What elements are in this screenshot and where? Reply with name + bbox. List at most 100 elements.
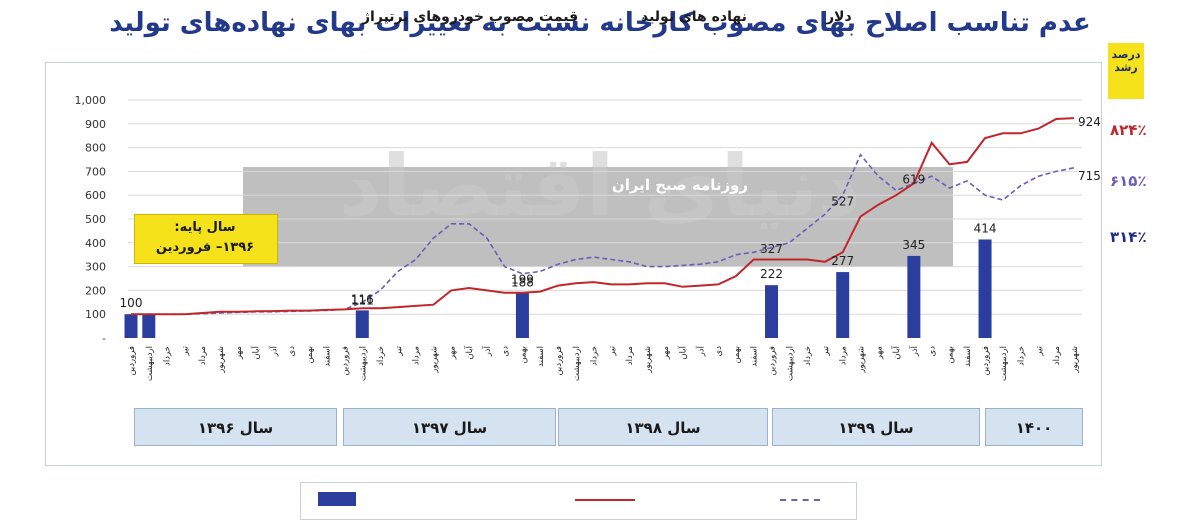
x-tick-label: اسفند xyxy=(536,346,546,367)
x-tick-label: مرداد xyxy=(198,346,208,365)
x-tick-label: دی xyxy=(714,346,724,357)
bar xyxy=(836,272,850,338)
watermark-band xyxy=(243,167,953,267)
x-tick-label: آذر xyxy=(694,345,706,357)
x-tick-label: فروردین xyxy=(554,346,564,376)
y-tick-label: 300 xyxy=(85,261,106,274)
y-tick-label: 600 xyxy=(85,189,106,202)
page-title: عدم تناسب اصلاح بهای مصوب کارخانه نسبت ب… xyxy=(109,8,1091,38)
x-tick-label: آبان xyxy=(463,345,475,359)
x-tick-label: اردیبهشت xyxy=(785,346,795,381)
percent-car-price: ۳۱۴٪ xyxy=(1110,228,1147,246)
data-label: 222 xyxy=(760,267,783,281)
x-tick-label: فروردین xyxy=(341,346,351,376)
x-tick-label: فروردین xyxy=(768,346,778,376)
y-tick-label: 100 xyxy=(85,308,106,321)
x-tick-label: اردیبهشت xyxy=(358,346,368,381)
data-label: 345 xyxy=(902,238,925,252)
y-tick-label: - xyxy=(102,332,106,345)
x-tick-label: بهمن xyxy=(732,346,742,364)
data-label: 188 xyxy=(511,275,534,289)
y-axis: - 100 200 300 400 500 600 700 800 900 1,000 xyxy=(75,94,107,345)
x-tick-label: بهمن xyxy=(518,346,528,364)
data-label: 527 xyxy=(831,195,854,209)
base-year-note: سال پایه: ۱۳۹۶– فروردین xyxy=(134,218,276,258)
x-tick-label: فروردین xyxy=(981,346,991,376)
legend-inputs-label: نهاده های تولید xyxy=(641,9,747,25)
x-tick-label: تیر xyxy=(180,345,190,356)
x-tick-label: آذر xyxy=(908,345,920,357)
year-1399: سال ۱۳۹۹ xyxy=(772,408,980,446)
x-tick-label: مرداد xyxy=(1052,346,1062,365)
bar xyxy=(355,310,369,338)
legend-price-swatch xyxy=(318,492,356,506)
x-tick-label: تیر xyxy=(394,345,404,356)
y-tick-label: 1,000 xyxy=(75,94,107,107)
data-label: 924 xyxy=(1078,115,1101,129)
y-tick-label: 400 xyxy=(85,237,106,250)
bar xyxy=(765,285,779,338)
x-tick-label: اردیبهشت xyxy=(145,346,155,381)
x-tick-label: آبان xyxy=(890,345,902,359)
x-tick-label: تیر xyxy=(821,345,831,356)
x-tick-label: دی xyxy=(928,346,938,357)
data-label: 277 xyxy=(831,254,854,268)
x-tick-label: اردیبهشت xyxy=(999,346,1009,381)
x-tick-label: خرداد xyxy=(590,346,600,366)
lines xyxy=(131,117,1075,316)
x-tick-label: آبان xyxy=(677,345,689,359)
x-tick-label: اسفند xyxy=(323,346,333,367)
x-axis: فروردین اردیبهشت خرداد تیر مرداد شهریور مهر آبا… xyxy=(127,345,1080,381)
percent-inputs: ۸۲۴٪ xyxy=(1110,121,1147,139)
x-tick-label: اسفند xyxy=(750,346,760,367)
y-tick-label: 700 xyxy=(85,165,106,178)
data-label: 327 xyxy=(760,242,783,256)
x-tick-label: آذر xyxy=(267,345,279,357)
x-tick-label: دی xyxy=(501,346,511,357)
x-tick-label: خرداد xyxy=(803,346,813,366)
series-line-inputs xyxy=(131,117,1075,316)
bars xyxy=(124,239,992,338)
x-tick-label: مرداد xyxy=(625,346,635,365)
growth-badge xyxy=(1108,43,1144,99)
y-tick-label: 800 xyxy=(85,142,106,155)
x-tick-label: مهر xyxy=(234,346,244,360)
x-tick-label: شهریور xyxy=(1070,346,1080,374)
growth-badge-label: درصد رشد xyxy=(1111,48,1141,74)
bar xyxy=(978,239,992,338)
data-label: 715 xyxy=(1078,169,1101,183)
x-tick-label: شهریور xyxy=(216,346,226,374)
watermark-subtitle: روزنامه صبح ایران xyxy=(612,176,748,194)
x-tick-label: شهریور xyxy=(856,346,866,374)
x-tick-label: خرداد xyxy=(376,346,386,366)
y-tick-label: 500 xyxy=(85,213,106,226)
bar xyxy=(907,255,921,338)
year-1400: ۱۴۰۰ xyxy=(985,408,1083,446)
legend xyxy=(300,482,857,520)
grid xyxy=(128,99,1082,315)
x-tick-label: شهریور xyxy=(643,346,653,374)
x-tick-label: بهمن xyxy=(945,346,955,364)
series-line-dollar xyxy=(131,153,1075,315)
x-tick-label: اردیبهشت xyxy=(572,346,582,381)
x-tick-label: تیر xyxy=(1034,345,1044,356)
data-label: 111 xyxy=(351,294,374,308)
x-tick-label: اسفند xyxy=(963,346,973,367)
bar xyxy=(515,293,529,338)
data-label: 116 xyxy=(351,292,374,306)
bar xyxy=(124,314,138,338)
bar xyxy=(142,314,156,338)
base-year-line2: ۱۳۹۶– فروردین xyxy=(155,240,255,255)
x-tick-label: مرداد xyxy=(412,346,422,365)
x-tick-label: تیر xyxy=(607,345,617,356)
percent-dollar: ۶۱۵٪ xyxy=(1110,172,1147,190)
watermark-title: دنیای اقتصاد xyxy=(339,137,861,235)
y-tick-label: 900 xyxy=(85,118,106,131)
x-tick-label: خرداد xyxy=(1017,346,1027,366)
data-label: 199 xyxy=(511,273,534,287)
year-1396: سال ۱۳۹۶ xyxy=(134,408,337,446)
base-year-box xyxy=(134,214,278,264)
data-label: 100 xyxy=(120,296,143,310)
x-tick-label: مهر xyxy=(661,346,671,360)
